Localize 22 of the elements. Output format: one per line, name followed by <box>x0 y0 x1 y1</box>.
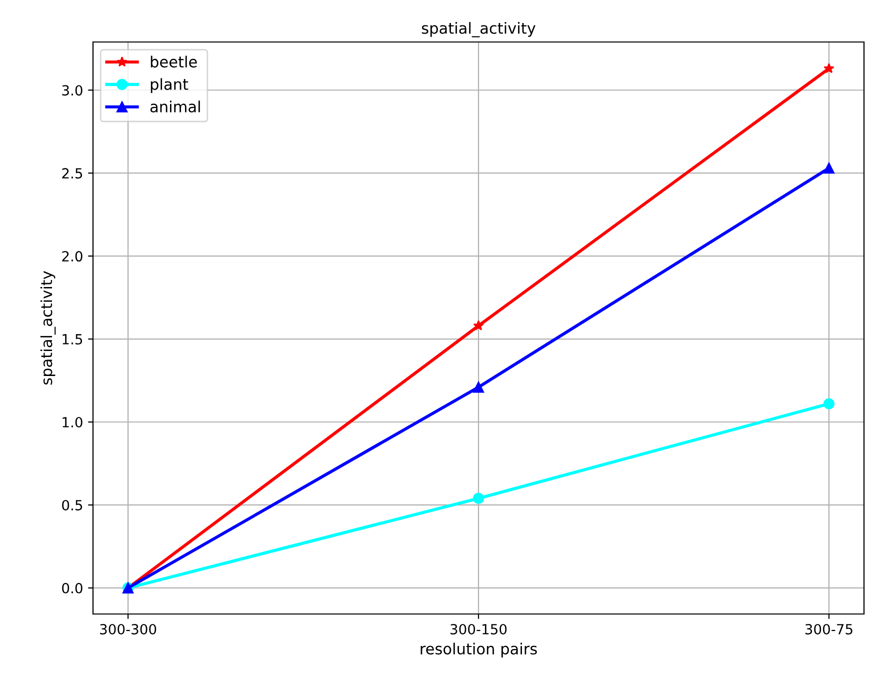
y-tick-label: 0.0 <box>62 582 82 594</box>
y-tick-label: 2.5 <box>62 168 82 179</box>
legend-label: plant <box>150 78 188 93</box>
y-tick-label: 3.0 <box>62 85 82 96</box>
x-tick-label: 300-300 <box>100 624 156 634</box>
chart-title: spatial_activity <box>422 22 536 38</box>
x-tick-label: 300-150 <box>450 624 507 634</box>
legend-label: animal <box>150 100 200 112</box>
point <box>473 320 484 330</box>
y-tick-label: 0.5 <box>62 500 82 510</box>
x-axis-title: resolution pairs <box>420 642 537 658</box>
y-tick-label: 2.0 <box>62 251 82 262</box>
point <box>823 398 835 410</box>
x-tick-label: 300-75 <box>805 624 852 634</box>
legend-label: beetle <box>150 56 197 68</box>
point <box>823 162 835 174</box>
point <box>472 382 484 393</box>
point <box>472 492 484 504</box>
point <box>824 62 834 74</box>
y-axis-title: spatial_activity <box>40 271 56 385</box>
y-tick-label: 1.0 <box>62 416 82 428</box>
y-tick-label: 1.5 <box>62 334 82 345</box>
